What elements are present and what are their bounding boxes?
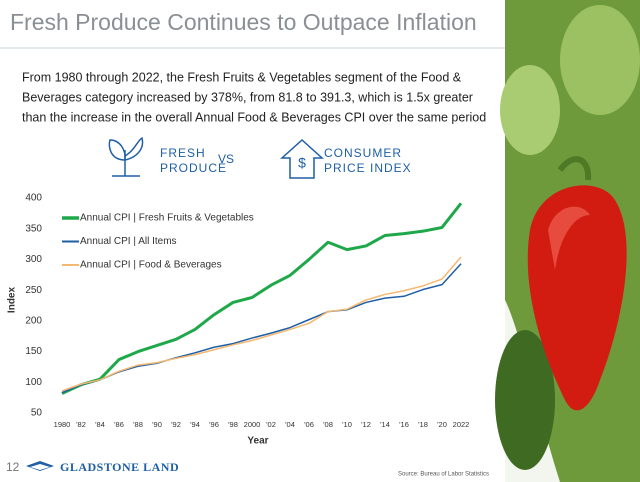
y-tick-label: 200	[25, 315, 42, 326]
y-tick-label: 100	[25, 377, 42, 388]
pepper-photo	[495, 0, 640, 482]
svg-text:$: $	[298, 155, 306, 171]
x-tick-label: 2022	[453, 420, 470, 429]
series-line	[61, 202, 463, 395]
logo-mark	[26, 461, 54, 471]
y-tick-label: 50	[31, 408, 43, 419]
source-note: Source: Bureau of Labor Statistics	[398, 472, 489, 478]
logo-text: GLADSTONE LAND	[60, 460, 179, 474]
x-tick-label: '18	[418, 420, 428, 429]
x-tick-label: '20	[437, 420, 447, 429]
intro-line: Beverages category increased by 378%, fr…	[22, 90, 473, 104]
y-tick-label: 250	[25, 285, 42, 296]
legend-label: Annual CPI | Food & Beverages	[80, 260, 222, 271]
x-tick-label: '82	[76, 420, 86, 429]
x-tick-label: '96	[209, 420, 219, 429]
series-line	[61, 256, 462, 392]
x-tick-label: '94	[190, 420, 200, 429]
intro-line: than the increase in the overall Annual …	[22, 110, 486, 124]
compare-left: PRODUCE	[160, 161, 227, 175]
y-tick-label: 300	[25, 254, 42, 265]
y-tick-label: 350	[25, 223, 42, 234]
y-tick-label: 150	[25, 346, 42, 357]
x-tick-label: '04	[285, 420, 295, 429]
x-tick-label: '98	[228, 420, 238, 429]
y-tick-label: 400	[25, 193, 42, 204]
legend-label: Annual CPI | All Items	[80, 236, 177, 247]
x-tick-label: '08	[323, 420, 333, 429]
x-tick-label: '10	[342, 420, 352, 429]
series-line	[61, 263, 462, 394]
y-axis-label: Index	[7, 287, 18, 314]
slide-title: Fresh Produce Continues to Outpace Infla…	[10, 9, 477, 35]
x-tick-label: 2000	[244, 420, 261, 429]
compare-right: PRICE INDEX	[324, 161, 412, 175]
x-tick-label: '06	[304, 420, 314, 429]
x-tick-label: '84	[95, 420, 105, 429]
intro-line: From 1980 through 2022, the Fresh Fruits…	[22, 70, 462, 84]
compare-vs: VS	[218, 152, 234, 166]
chart: 50 100 150 200 250 300 350 400 1980 '82 '84 '86 '88 '…	[25, 193, 469, 429]
compare-left: FRESH	[160, 146, 206, 160]
x-tick-label: 1980	[54, 420, 71, 429]
x-tick-label: '14	[380, 420, 390, 429]
compare-right: CONSUMER	[324, 146, 402, 160]
legend-label: Annual CPI | Fresh Fruits & Vegetables	[80, 213, 254, 224]
x-tick-label: '90	[152, 420, 162, 429]
price-icon: $	[280, 138, 324, 179]
x-tick-label: '86	[114, 420, 124, 429]
x-tick-label: '02	[266, 420, 276, 429]
page-number: 12	[6, 460, 20, 474]
x-tick-label: '12	[361, 420, 371, 429]
x-tick-label: '92	[171, 420, 181, 429]
x-tick-label: '88	[133, 420, 143, 429]
x-tick-label: '16	[399, 420, 409, 429]
sprout-icon	[108, 136, 144, 177]
x-axis-label: Year	[247, 436, 268, 447]
